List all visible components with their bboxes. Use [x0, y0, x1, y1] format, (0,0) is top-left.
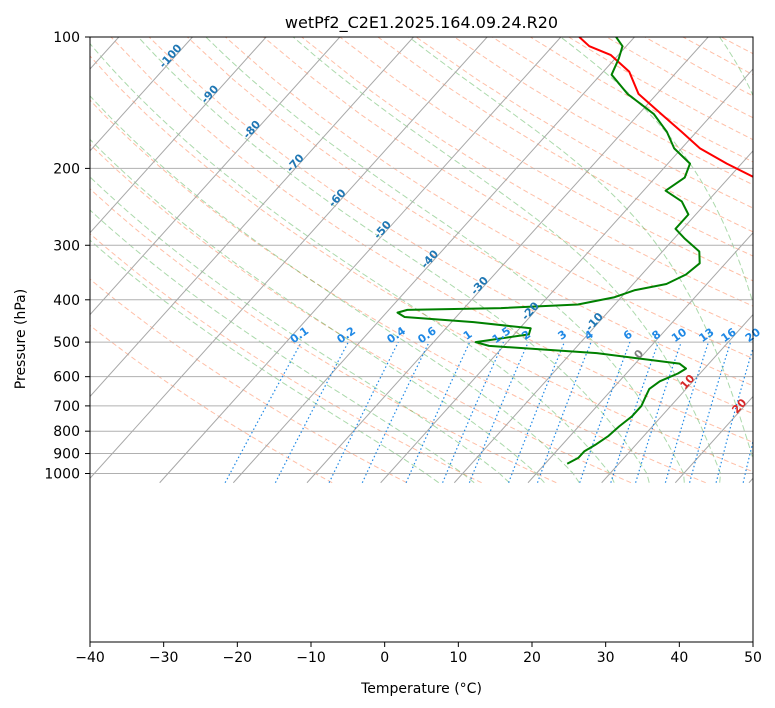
mixing-ratio-line [579, 341, 631, 483]
y-tick-label: 100 [53, 30, 80, 46]
moist-adiabat [292, 37, 722, 483]
dry-adiabat [148, 37, 753, 415]
x-tick-label: 20 [523, 650, 541, 666]
x-tick-label: −20 [223, 650, 253, 666]
moist-adiabat [90, 176, 510, 484]
y-tick-label: 700 [53, 399, 80, 415]
dry-adiabat [225, 37, 753, 360]
plot-frame [89, 36, 754, 643]
moist-adiabat [90, 209, 475, 484]
moist-adiabat [408, 37, 753, 461]
isotherm-line [380, 68, 753, 484]
dry-adiabat [110, 37, 753, 443]
isotherm-line [453, 150, 753, 484]
moist-adiabat [137, 37, 650, 483]
x-tick-label: −30 [149, 650, 179, 666]
x-tick-label: 0 [380, 650, 389, 666]
dry-adiabat [90, 324, 333, 484]
y-tick-label: 900 [53, 447, 80, 463]
moist-adiabat [90, 95, 580, 483]
isotherm-line [674, 395, 753, 484]
moist-adiabat [90, 42, 615, 483]
mixing-ratio-line [508, 341, 565, 483]
x-tick-label: 10 [449, 650, 467, 666]
chart-title: wetPf2_C2E1.2025.164.09.24.R20 [285, 13, 558, 33]
x-tick-label: 30 [597, 650, 615, 666]
moist-adiabat [90, 138, 545, 484]
isotherm-line [90, 37, 488, 480]
temperature-profile [578, 37, 753, 178]
mixing-ratio-line [715, 346, 753, 483]
mixing-ratio-line [689, 341, 732, 483]
mixing-ratio-line [536, 341, 592, 483]
x-tick-label: 50 [744, 650, 762, 666]
y-tick-label: 500 [53, 335, 80, 351]
dry-adiabat [90, 143, 632, 484]
y-tick-label: 1000 [44, 467, 80, 483]
isotherm-line [232, 37, 635, 484]
isotherm-line [90, 37, 341, 316]
dry-adiabat [377, 37, 753, 257]
mixing-ratio-line [328, 341, 399, 483]
dry-adiabat [90, 55, 753, 473]
x-axis-label: Temperature (°C) [360, 681, 482, 697]
mixing-ratio-line [361, 341, 430, 483]
dry-adiabat [415, 37, 753, 233]
y-tick-label: 800 [53, 424, 80, 440]
mixing-ratio-line [224, 341, 302, 483]
mixing-ratio-line [274, 341, 349, 483]
dry-adiabat [90, 278, 408, 484]
dry-adiabat [90, 99, 706, 484]
y-tick-label: 200 [53, 161, 80, 177]
isotherm-line [527, 231, 753, 484]
mixing-ratio-line [610, 341, 659, 483]
isotherm-line [90, 37, 193, 152]
moist-adiabat [205, 37, 685, 483]
isotherm-line [159, 37, 562, 484]
y-axis-label: Pressure (hPa) [13, 289, 29, 389]
x-tick-label: −40 [75, 650, 105, 666]
dry-adiabat [339, 37, 753, 282]
isotherm-line [306, 37, 709, 484]
isotherm-line [601, 313, 753, 484]
isotherm-line [90, 37, 267, 234]
y-tick-label: 300 [53, 238, 80, 254]
x-tick-label: 40 [670, 650, 688, 666]
mixing-ratio-line [635, 341, 682, 483]
dry-adiabat [186, 37, 753, 387]
dewpoint-profile [396, 37, 701, 465]
moist-adiabat [560, 37, 753, 305]
y-tick-label: 600 [53, 370, 80, 386]
isotherm-line [90, 37, 414, 398]
x-tick-label: −10 [296, 650, 326, 666]
y-tick-label: 400 [53, 293, 80, 309]
